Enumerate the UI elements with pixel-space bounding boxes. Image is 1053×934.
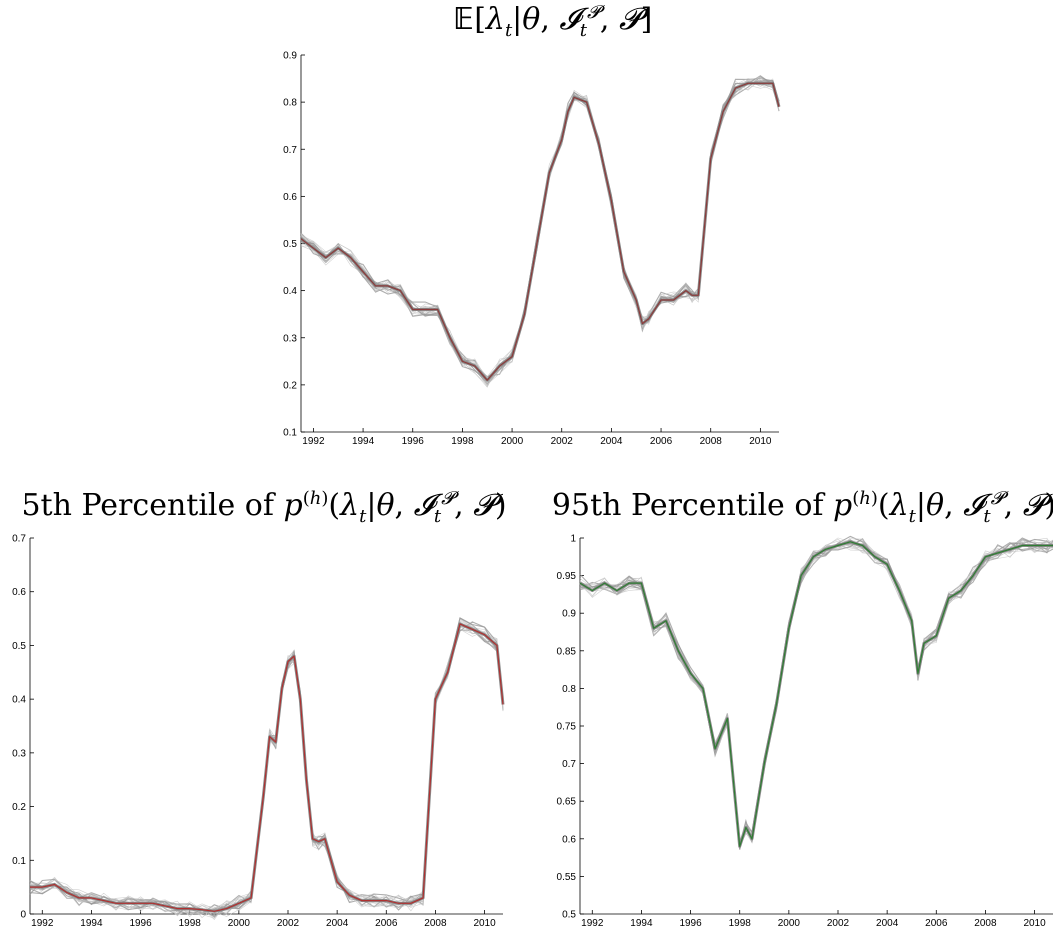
x-tick-label: 1992 <box>581 918 604 929</box>
replicate-line <box>579 537 1053 849</box>
x-tick-label: 2008 <box>424 918 447 929</box>
replicate-line <box>579 539 1053 848</box>
replicate-line <box>300 83 780 388</box>
replicate-line <box>579 540 1053 844</box>
chart-title-p95: 95th Percentile of p(h)(λt|θ, 𝓘t𝓟, 𝓟) <box>551 488 1053 527</box>
y-tick-label: 0.7 <box>283 145 297 156</box>
replicate-line <box>579 542 1053 850</box>
x-tick-label: 2006 <box>650 436 673 447</box>
x-tick-label: 2008 <box>700 436 723 447</box>
x-tick-label: 2004 <box>600 436 623 447</box>
replicate-line <box>579 541 1053 846</box>
y-tick-label: 0.7 <box>562 759 576 770</box>
replicate-line <box>579 538 1053 848</box>
y-tick-label: 0 <box>20 910 26 921</box>
x-tick-label: 2000 <box>228 918 251 929</box>
y-tick-label: 0.6 <box>12 587 26 598</box>
x-tick-label: 1998 <box>451 436 474 447</box>
y-tick-label: 0.9 <box>283 51 297 62</box>
x-tick-label: 1994 <box>80 918 103 929</box>
x-tick-label: 2010 <box>1023 918 1046 929</box>
x-tick-label: 1998 <box>729 918 752 929</box>
y-tick-label: 0.6 <box>283 192 297 203</box>
x-tick-label: 2006 <box>925 918 948 929</box>
y-tick-label: 0.7 <box>12 534 26 545</box>
y-tick-label: 0.85 <box>557 646 577 657</box>
y-tick-label: 0.8 <box>283 98 297 109</box>
y-tick-label: 0.75 <box>557 722 577 733</box>
replicate-line <box>579 539 1053 842</box>
y-tick-label: 0.5 <box>562 910 576 921</box>
y-tick-label: 0.1 <box>12 856 26 867</box>
x-tick-label: 2008 <box>974 918 997 929</box>
chart-panel-p95: 0.5 0.55 0.6 0.65 0.7 0.75 0.8 0.85 0.9 0.95 1 1992… <box>557 534 1053 929</box>
series-line <box>579 541 1053 847</box>
x-tick-label: 2006 <box>375 918 398 929</box>
replicate-line <box>579 535 1053 850</box>
x-tick-label: 2004 <box>326 918 349 929</box>
y-tick-label: 0.9 <box>562 609 576 620</box>
x-tick-label: 2002 <box>277 918 300 929</box>
replicate-line <box>579 538 1053 846</box>
x-tick-label: 1996 <box>129 918 152 929</box>
y-tick-label: 0.65 <box>557 797 577 808</box>
x-tick-label: 2010 <box>473 918 496 929</box>
x-tick-label: 1992 <box>31 918 54 929</box>
x-tick-label: 2000 <box>501 436 524 447</box>
x-tick-label: 2004 <box>876 918 899 929</box>
x-tick-label: 2002 <box>827 918 850 929</box>
x-tick-label: 2000 <box>778 918 801 929</box>
replicate-band <box>579 540 1053 848</box>
x-tick-label: 1996 <box>402 436 425 447</box>
series-line <box>30 623 504 912</box>
chart-panel-p5: 0 0.1 0.2 0.3 0.4 0.5 0.6 0.7 1992 1994 1996 1998 20… <box>12 534 505 929</box>
replicate-band <box>300 81 781 382</box>
replicate-line <box>579 541 1053 847</box>
y-tick-label: 0.95 <box>557 571 577 582</box>
y-tick-label: 0.5 <box>283 239 297 250</box>
replicate-line <box>579 537 1053 847</box>
replicate-line <box>579 538 1053 845</box>
replicate-line <box>579 539 1053 846</box>
replicate-line <box>579 537 1053 843</box>
replicate-line <box>579 541 1053 847</box>
x-tick-label: 1992 <box>302 436 325 447</box>
y-tick-label: 0.2 <box>12 802 26 813</box>
y-tick-label: 0.4 <box>12 695 26 706</box>
y-tick-label: 0.8 <box>562 684 576 695</box>
y-tick-label: 1 <box>570 534 576 545</box>
x-tick-label: 1998 <box>179 918 202 929</box>
chart-panel-mean: 0.1 0.2 0.3 0.4 0.5 0.6 0.7 0.8 0.9 1992 1994 1996 1… <box>283 51 781 447</box>
chart-title-p5: 5th Percentile of p(h)(λt|θ, 𝓘t𝓟, 𝓟) <box>21 488 507 527</box>
chart-title-mean: 𝔼[λt|θ, 𝓘t𝓟, 𝓟] <box>453 2 653 41</box>
y-tick-label: 0.4 <box>283 286 297 297</box>
y-tick-label: 0.1 <box>283 428 297 439</box>
y-tick-label: 0.5 <box>12 641 26 652</box>
y-tick-label: 0.3 <box>283 333 297 344</box>
x-tick-label: 2010 <box>749 436 772 447</box>
replicate-line <box>579 539 1053 847</box>
replicate-line <box>579 539 1053 843</box>
x-tick-label: 1994 <box>352 436 375 447</box>
series-line <box>300 82 780 381</box>
y-tick-label: 0.3 <box>12 748 26 759</box>
x-tick-label: 1994 <box>630 918 653 929</box>
x-tick-label: 1996 <box>679 918 702 929</box>
x-tick-label: 2002 <box>551 436 574 447</box>
y-tick-label: 0.55 <box>557 872 577 883</box>
y-tick-label: 0.6 <box>562 834 576 845</box>
y-tick-label: 0.2 <box>283 380 297 391</box>
replicate-line <box>579 541 1053 844</box>
